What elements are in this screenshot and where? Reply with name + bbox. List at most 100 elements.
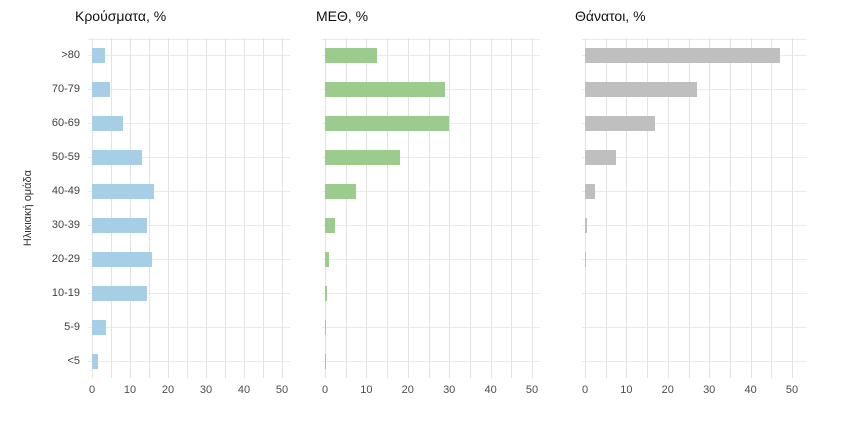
x-tick-label: 20 <box>401 384 414 396</box>
x-tick-label: 40 <box>744 384 757 396</box>
gridline-vertical <box>511 38 513 378</box>
gridline-vertical <box>729 38 731 378</box>
gridline-horizontal <box>88 55 290 56</box>
gridline-horizontal <box>88 39 290 40</box>
bar <box>92 353 99 369</box>
x-tick-label: 20 <box>161 384 175 396</box>
bar <box>92 319 107 335</box>
x-tick-label: 0 <box>88 384 96 396</box>
gridline-vertical <box>585 38 586 378</box>
gridline-vertical <box>263 38 264 378</box>
gridline-horizontal <box>322 259 540 260</box>
gridline-vertical <box>469 38 471 378</box>
bar <box>325 115 450 131</box>
panel-title-icu: ΜΕΘ, % <box>316 8 369 24</box>
gridline-vertical <box>345 38 347 378</box>
bar <box>92 81 110 97</box>
bar <box>325 353 326 369</box>
gridline-horizontal <box>322 191 540 192</box>
y-tick-label: 10-19 <box>51 287 80 299</box>
gridline-vertical <box>111 38 112 378</box>
bar <box>92 47 106 63</box>
gridline-horizontal <box>582 123 807 124</box>
bar <box>325 285 327 301</box>
gridline-horizontal <box>582 259 807 260</box>
gridline-horizontal <box>88 225 290 226</box>
x-tick-label: 20 <box>661 384 674 396</box>
gridline-horizontal <box>88 327 290 328</box>
gridline-vertical <box>647 38 649 378</box>
gridline-horizontal <box>582 191 807 192</box>
gridline-horizontal <box>322 55 540 56</box>
y-tick-label: 5-9 <box>64 321 80 333</box>
gridline-vertical <box>709 38 711 378</box>
gridline-horizontal <box>88 259 290 260</box>
x-tick-label: 10 <box>123 384 137 396</box>
y-tick-label: 30-39 <box>51 219 80 231</box>
y-tick-label: >80 <box>61 49 80 61</box>
bar <box>585 149 617 165</box>
gridline-vertical <box>750 38 752 378</box>
gridline-horizontal <box>582 361 807 362</box>
plot-icu <box>322 38 540 378</box>
gridline-vertical <box>92 38 93 378</box>
panel-title-deaths: Θάνατοι, % <box>575 8 646 24</box>
bar <box>585 251 586 267</box>
gridline-vertical <box>168 38 169 378</box>
bar <box>585 47 780 63</box>
gridline-horizontal <box>582 327 807 328</box>
gridline-horizontal <box>582 293 807 294</box>
bar <box>325 251 330 267</box>
gridline-vertical <box>282 38 283 378</box>
gridline-vertical <box>428 38 430 378</box>
x-tick-label: 0 <box>321 384 329 396</box>
gridline-vertical <box>626 38 628 378</box>
x-tick-label: 40 <box>237 384 251 396</box>
gridline-horizontal <box>88 361 290 362</box>
x-tick-label: 0 <box>581 384 589 396</box>
gridline-horizontal <box>582 39 807 40</box>
bar <box>92 217 147 233</box>
bar <box>585 115 656 131</box>
gridline-horizontal <box>582 157 807 158</box>
y-axis-title-text: Ηλικιακή ομάδα <box>22 169 34 247</box>
gridline-vertical <box>688 38 690 378</box>
y-tick-label: 40-49 <box>51 185 80 197</box>
gridline-horizontal <box>88 293 290 294</box>
gridline-vertical <box>532 38 533 378</box>
gridline-horizontal <box>322 361 540 362</box>
bar <box>92 251 152 267</box>
gridline-vertical <box>449 38 451 378</box>
gridline-horizontal <box>88 191 290 192</box>
bar <box>325 217 336 233</box>
bar <box>585 217 588 233</box>
gridline-vertical <box>407 38 409 378</box>
bar <box>92 285 148 301</box>
bar <box>325 183 357 199</box>
bar <box>585 183 596 199</box>
x-tick-label: 40 <box>484 384 497 396</box>
gridline-horizontal <box>322 225 540 226</box>
bar <box>92 183 154 199</box>
gridline-horizontal <box>322 157 540 158</box>
gridline-vertical <box>387 38 389 378</box>
gridline-horizontal <box>322 39 540 40</box>
x-tick-label: 30 <box>703 384 716 396</box>
x-tick-label: 30 <box>443 384 456 396</box>
y-tick-label: <5 <box>67 355 80 367</box>
gridline-horizontal <box>88 89 290 90</box>
x-tick-label: 10 <box>620 384 633 396</box>
gridline-vertical <box>244 38 245 378</box>
gridline-vertical <box>366 38 368 378</box>
gridline-horizontal <box>582 225 807 226</box>
y-tick-label: 50-59 <box>51 151 80 163</box>
x-tick-label: 10 <box>360 384 373 396</box>
gridline-vertical <box>325 38 326 378</box>
gridline-vertical <box>490 38 492 378</box>
gridline-vertical <box>771 38 773 378</box>
bar <box>585 81 697 97</box>
y-axis-labels: >80 70-79 60-69 50-59 40-49 30-39 20-29 10-19 5-… <box>34 38 80 378</box>
y-tick-label: 70-79 <box>51 83 80 95</box>
x-tick-label: 50 <box>525 384 539 396</box>
